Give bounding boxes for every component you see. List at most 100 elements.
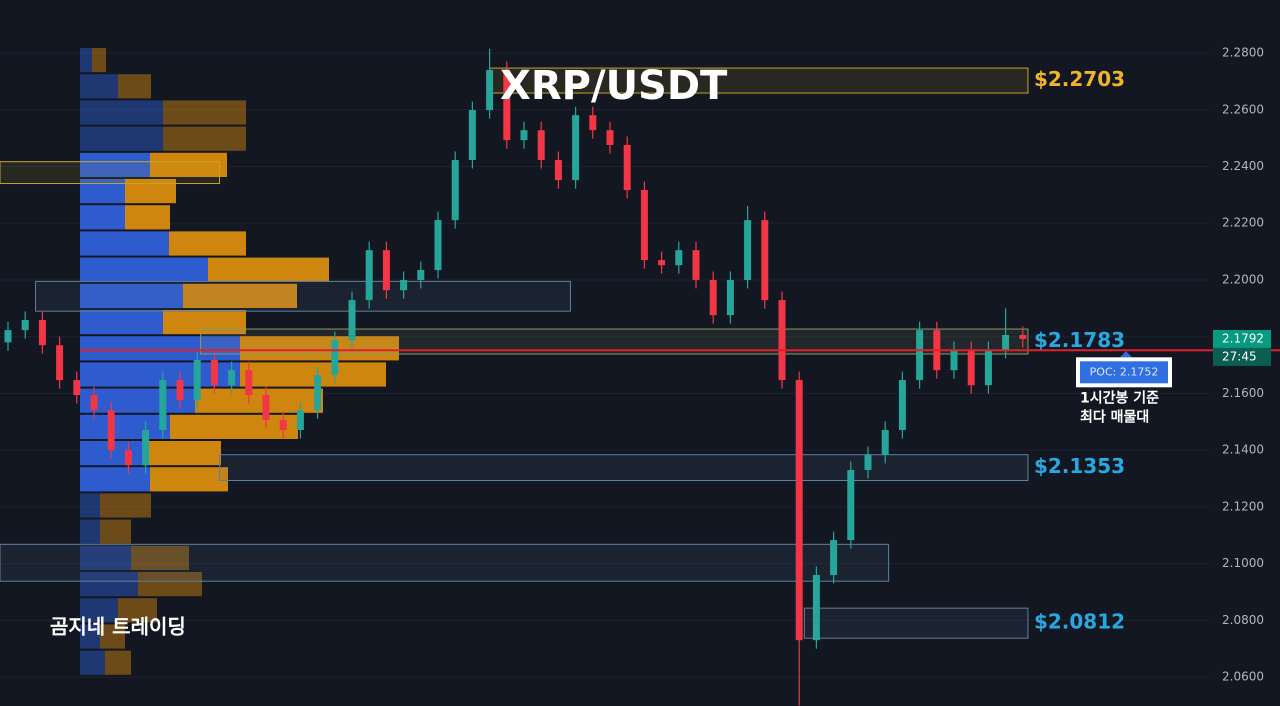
poc-box	[1080, 361, 1168, 384]
sell-volume	[144, 441, 221, 466]
candle-body	[572, 115, 580, 181]
candle-body	[382, 250, 390, 291]
candle-body	[864, 454, 872, 471]
candle-body	[606, 130, 614, 145]
sell-volume	[125, 205, 170, 230]
candle-body	[589, 115, 597, 131]
candle-body	[107, 410, 115, 451]
candle-body	[778, 300, 786, 381]
sell-volume	[208, 257, 329, 282]
y-tick-label: 2.2200	[1222, 216, 1264, 230]
candle-body	[331, 340, 339, 375]
candle-body	[640, 190, 648, 261]
candle-body	[417, 270, 425, 280]
candle-body	[847, 470, 855, 541]
buy-volume	[80, 414, 170, 439]
candle-body	[950, 350, 958, 371]
candle-body	[4, 330, 12, 343]
candle-body	[348, 300, 356, 341]
zone-label: $2.1353	[1034, 454, 1125, 478]
candle-body	[90, 395, 98, 411]
sell-volume	[169, 231, 246, 256]
poc-pointer	[1120, 351, 1132, 358]
candle-body	[38, 319, 46, 346]
candle-body	[314, 374, 322, 411]
y-tick-label: 2.2400	[1222, 159, 1264, 173]
candle-body	[675, 250, 683, 266]
sell-volume	[92, 48, 106, 73]
poc-label: POC: 2.1752	[1090, 365, 1159, 378]
candle-body	[898, 380, 906, 431]
volume-profile	[80, 48, 399, 675]
y-tick-label: 2.0800	[1222, 613, 1264, 627]
candle-body	[554, 159, 562, 181]
y-tick-label: 2.1000	[1222, 556, 1264, 570]
sell-volume	[195, 388, 323, 413]
sell-volume	[163, 126, 246, 151]
candle-body	[159, 380, 167, 431]
candle-body	[761, 220, 769, 301]
candle-body	[73, 380, 81, 396]
zone	[0, 543, 890, 582]
sell-volume	[118, 598, 157, 623]
candle-body	[916, 330, 924, 381]
candle-body	[245, 370, 253, 396]
candle-body	[692, 250, 700, 280]
candle-body	[124, 450, 132, 466]
zone	[489, 67, 1029, 94]
buy-volume	[80, 598, 118, 623]
sell-volume	[150, 152, 227, 177]
zone	[219, 454, 1029, 481]
y-tick-label: 2.2600	[1222, 102, 1264, 116]
buy-volume	[80, 152, 150, 177]
buy-volume	[80, 467, 150, 492]
y-tick-label: 2.2800	[1222, 46, 1264, 60]
buy-volume	[80, 48, 92, 73]
zone	[35, 280, 571, 312]
candle-body	[21, 319, 29, 331]
candle-body	[812, 574, 820, 641]
candle-body	[984, 350, 992, 386]
sell-volume	[183, 283, 297, 308]
countdown-tag	[1213, 347, 1271, 366]
last-price-tag	[1213, 329, 1271, 348]
candle-body	[744, 220, 752, 280]
sell-volume	[100, 493, 151, 518]
zone-label: $2.2703	[1034, 67, 1125, 91]
candle-body	[881, 430, 889, 455]
zone	[803, 607, 1029, 639]
chart-title: XRP/USDT	[500, 63, 728, 109]
buy-volume	[80, 126, 163, 151]
candle-body	[279, 420, 287, 431]
buy-volume	[80, 650, 105, 675]
countdown: 27:45	[1222, 349, 1257, 363]
buy-volume	[80, 231, 169, 256]
candle-body	[520, 130, 528, 141]
y-tick-label: 2.0600	[1222, 670, 1264, 684]
sell-volume	[138, 572, 202, 597]
candle-body	[726, 279, 734, 316]
sell-volume	[240, 362, 386, 387]
candle-body	[434, 220, 442, 271]
poc-note: 최다 매물대	[1080, 409, 1149, 425]
sell-volume	[150, 467, 228, 492]
candle-body	[176, 380, 184, 401]
buy-volume	[80, 205, 125, 230]
buy-volume	[80, 388, 195, 413]
watermark: 곰지네 트레이딩	[50, 615, 186, 639]
buy-volume	[80, 310, 163, 335]
buy-volume	[80, 336, 240, 361]
candle-body	[830, 540, 838, 575]
candle-body	[193, 359, 201, 401]
y-tick-label: 2.1600	[1222, 386, 1264, 400]
sell-volume	[240, 336, 399, 361]
poc-note: 1시간봉 기준	[1080, 389, 1159, 406]
candle-body	[142, 430, 150, 466]
candle-body	[262, 395, 270, 421]
y-tick-label: 2.1400	[1222, 443, 1264, 457]
candle-body	[228, 370, 236, 386]
last-price-label: 2.1792	[1222, 331, 1264, 345]
sell-volume	[163, 100, 246, 125]
